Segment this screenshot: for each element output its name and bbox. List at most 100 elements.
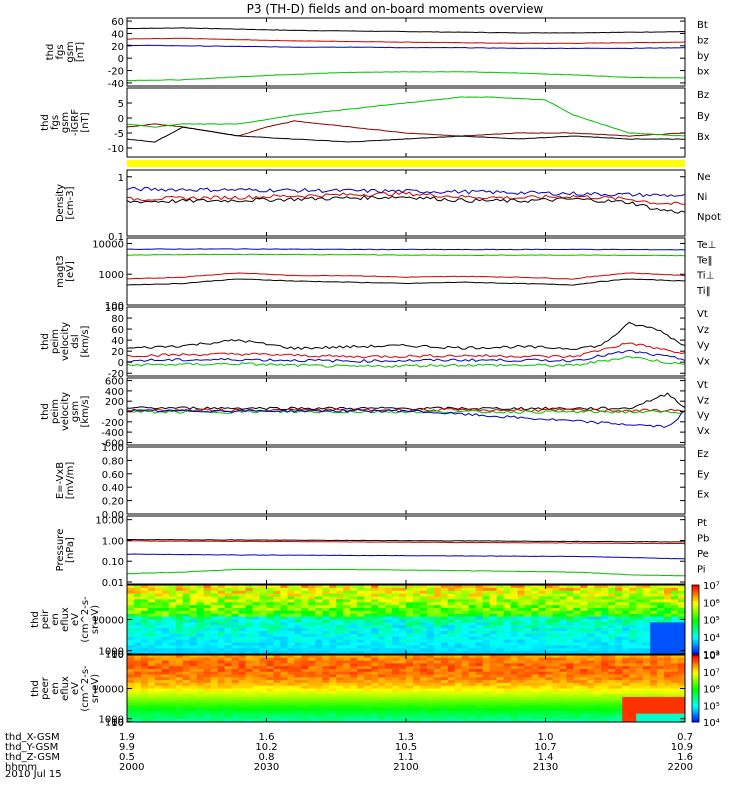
y-tick-label: 100 [105, 301, 124, 312]
svg-text:thd: thd [45, 44, 56, 61]
y-tick-label: -20 [108, 369, 124, 380]
y-tick-label: 10 [111, 718, 124, 729]
legend-By: By [697, 111, 710, 122]
legend-Pb: Pb [697, 534, 709, 545]
footer-value: 1.6 [677, 752, 693, 763]
footer-value: 2130 [533, 762, 558, 773]
panel-efield: Ez Ey Ex 0.00 0.20 0.40 0.60 0.80 1.00 E=-VxB [mV/… [55, 443, 709, 521]
series-Pe [126, 568, 686, 577]
footer-value: 1.4 [538, 752, 554, 763]
svg-text:-IGRF: -IGRF [70, 109, 81, 136]
footer-value: 2030 [254, 762, 279, 773]
footer: thd_X-GSM 1.9 1.6 1.3 1.0 0.7 thd_Y-GSM 9.9 10.2… [5, 732, 693, 780]
series-by [126, 71, 686, 82]
svg-text:[km/s]: [km/s] [80, 395, 91, 427]
y-tick-label: 20 [111, 347, 124, 358]
svg-text:sr-eV): sr-eV) [90, 674, 101, 703]
series-Vz [126, 342, 686, 359]
legend-Npot: Npot [697, 212, 721, 223]
legend-bx: bx [697, 67, 709, 78]
svg-text:thd: thd [40, 333, 51, 350]
colorbar-tick: 10⁵ [703, 616, 720, 627]
svg-text:[km/s]: [km/s] [80, 325, 91, 357]
svg-text:gsm: gsm [70, 401, 81, 422]
legend-Ti⊥: Ti⊥ [696, 271, 714, 282]
legend-Pe: Pe [697, 549, 709, 560]
y-tick-label: 60 [111, 325, 124, 336]
svg-text:[mV/m]: [mV/m] [65, 462, 76, 500]
y-axis-label: thd fgs gsm [nT] [45, 41, 86, 62]
footer-value: 10.9 [671, 742, 693, 753]
footer-value: 2200 [668, 762, 693, 773]
footer-row-label: thd_Y-GSM [5, 742, 58, 753]
svg-text:peim: peim [50, 329, 61, 354]
spectrogram-peir [127, 585, 686, 655]
colorbar-tick: 10⁴ [703, 718, 720, 729]
footer-value: 10.2 [255, 742, 277, 753]
footer-value: 2000 [119, 762, 144, 773]
svg-text:en: en [50, 613, 61, 626]
legend-Ex: Ex [697, 490, 709, 501]
svg-text:gsm: gsm [60, 112, 71, 133]
colorbar-peir: 10³ 10⁴ 10⁵ 10⁶ 10⁷ [691, 581, 720, 661]
y-tick-label: 400 [105, 387, 124, 398]
footer-value: 0.7 [677, 732, 693, 743]
y-tick-label: -20 [108, 67, 124, 78]
y-axis-label: thd peim velocity gsm [km/s] [40, 392, 91, 431]
y-tick-label: 80 [111, 314, 124, 325]
footer-row-label: thd_Z-GSM [5, 752, 60, 763]
y-axis-label: thd fgs gsm -IGRF [nT] [40, 109, 91, 136]
series-Te⊥ [126, 272, 686, 280]
footer-value: 0.8 [259, 752, 275, 763]
legend-Bt: Bt [697, 20, 708, 31]
y-tick-label: 40 [111, 29, 124, 40]
colorbar-tick: 10⁷ [703, 668, 720, 679]
footer-date: 2010 Jul 15 [5, 769, 62, 780]
y-tick-label: 1000 [99, 715, 124, 726]
y-tick-label: -40 [108, 79, 124, 90]
svg-text:magt3: magt3 [55, 255, 66, 288]
series-Pi [126, 553, 685, 560]
legend-Pi: Pi [697, 565, 706, 576]
series-Bt [126, 27, 686, 34]
svg-text:peir: peir [40, 609, 51, 629]
legend-Ez: Ez [697, 449, 709, 460]
legend-Te⊥: Te⊥ [696, 240, 716, 251]
y-tick-label: 100 [105, 650, 124, 661]
svg-text:E=-VxB: E=-VxB [55, 462, 66, 499]
svg-text:[cm-3]: [cm-3] [65, 186, 76, 219]
series-bx [126, 44, 686, 50]
svg-text:Pressure: Pressure [55, 529, 66, 572]
colorbar-tick: 10⁸ [703, 651, 720, 662]
legend-Vx: Vx [697, 356, 710, 367]
y-tick-label: 0.80 [102, 456, 124, 467]
y-tick-label: 10 [111, 650, 124, 661]
svg-text:en: en [50, 682, 61, 695]
legend-Vz: Vz [697, 325, 709, 336]
y-tick-label: 1000 [99, 270, 124, 281]
y-tick-label: -5 [114, 129, 124, 140]
series-Bz [126, 120, 686, 137]
svg-text:[nT]: [nT] [75, 42, 86, 62]
status-bar [127, 160, 685, 167]
series-Pb [126, 540, 686, 545]
svg-text:fgs: fgs [50, 115, 61, 130]
y-tick-label: 0 [118, 408, 124, 419]
legend-Ti‖: Ti‖ [696, 286, 711, 297]
colorbar-tick: 10⁶ [703, 685, 720, 696]
legend-Vt: Vt [697, 380, 708, 391]
svg-text:velocity: velocity [60, 392, 71, 431]
series-Ne [126, 191, 686, 205]
y-axis-label: E=-VxB [mV/m] [55, 462, 76, 500]
series-Te‖ [126, 278, 686, 286]
legend-Bx: Bx [697, 132, 710, 143]
svg-text:gsm: gsm [65, 41, 76, 62]
footer-value: 1.0 [538, 732, 554, 743]
series-Ti‖ [126, 253, 686, 257]
y-axis-label: Density [cm-3] [55, 184, 76, 222]
svg-text:[nT]: [nT] [80, 112, 91, 132]
colorbar-peer: 10⁴ 10⁵ 10⁶ 10⁷ 10⁸ [691, 651, 720, 729]
